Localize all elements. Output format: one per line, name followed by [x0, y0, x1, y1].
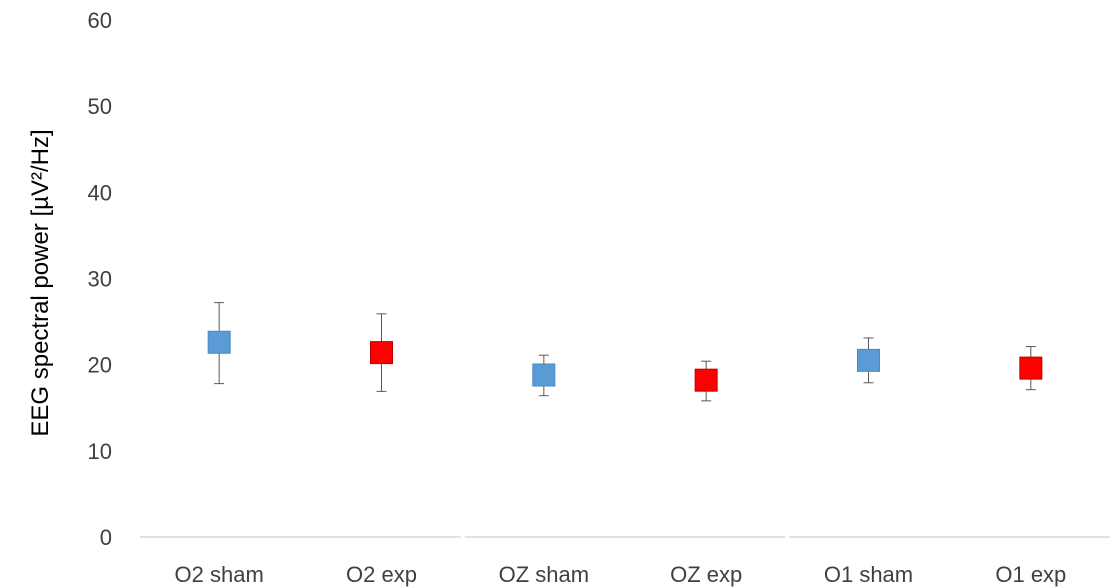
y-axis-title: EEG spectral power [µV²/Hz]: [27, 129, 54, 436]
data-marker: [370, 341, 393, 365]
y-tick-label: 50: [88, 94, 112, 119]
y-tick-label: 40: [88, 180, 112, 205]
data-marker: [694, 368, 718, 392]
data-markers: [207, 330, 1043, 392]
y-tick-label: 30: [88, 267, 112, 292]
x-tick-label: OZ sham: [499, 562, 589, 587]
x-tick-label: O1 exp: [995, 562, 1066, 587]
x-tick-label: O2 sham: [175, 562, 264, 587]
data-marker: [857, 348, 880, 372]
data-marker: [532, 363, 556, 387]
error-bars: [214, 302, 1036, 402]
y-tick-label: 10: [88, 439, 112, 464]
x-tick-label: O2 exp: [346, 562, 417, 587]
y-tick-label: 20: [88, 353, 112, 378]
x-tick-labels: O2 sham O2 exp OZ sham OZ exp O1 sham O1 exp: [175, 562, 1067, 587]
y-axis-title-group: EEG spectral power [µV²/Hz]: [27, 129, 54, 436]
x-tick-label: OZ exp: [670, 562, 742, 587]
y-tick-label: 60: [88, 8, 112, 33]
data-marker: [1019, 356, 1043, 380]
x-tick-label: O1 sham: [824, 562, 913, 587]
y-tick-labels: 0 10 20 30 40 50 60: [88, 8, 112, 550]
data-marker: [207, 330, 231, 354]
y-tick-label: 0: [100, 525, 112, 550]
